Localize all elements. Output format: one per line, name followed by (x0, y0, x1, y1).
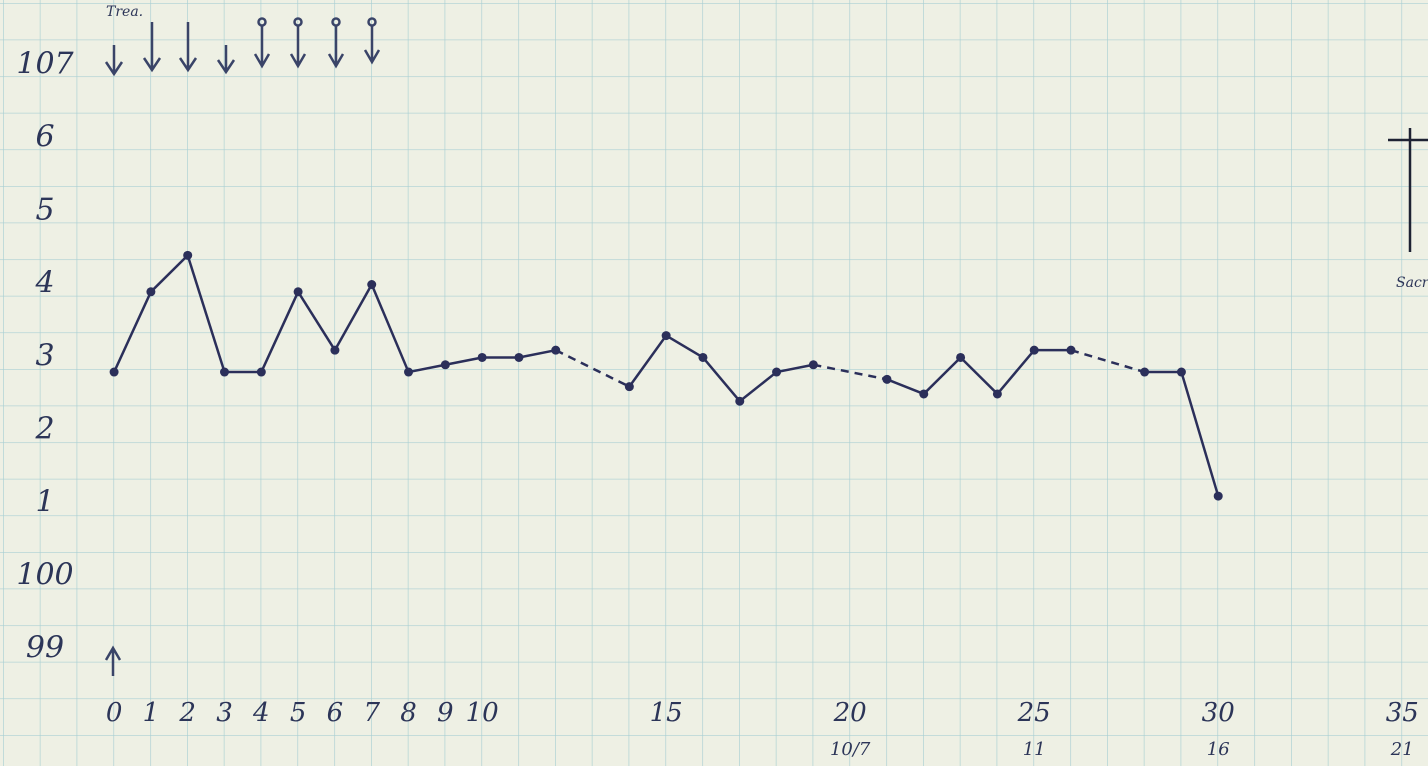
y-tick-label: 100 (16, 557, 73, 592)
data-point (1030, 346, 1039, 355)
x-tick-label: 1 (143, 698, 160, 728)
data-point (919, 389, 928, 398)
x-tick-label: 35 (1386, 698, 1419, 728)
x-tick-label: 9 (437, 698, 454, 728)
data-point (1214, 492, 1223, 501)
data-point (183, 251, 192, 260)
date-label: 10/7 (830, 739, 871, 760)
data-point (367, 280, 376, 289)
x-tick-label: 2 (178, 698, 196, 728)
y-tick-label: 2 (34, 411, 54, 446)
data-point (956, 353, 965, 362)
x-tick-label: 20 (833, 698, 867, 728)
y-tick-label: 6 (35, 120, 54, 155)
y-tick-label: 4 (34, 266, 54, 301)
x-tick-label: 25 (1017, 698, 1051, 728)
y-tick-label: 5 (35, 193, 54, 228)
x-tick-label: 7 (363, 698, 380, 728)
data-point (551, 346, 560, 355)
x-tick-label: 30 (1202, 698, 1235, 728)
data-point (772, 368, 781, 377)
x-tick-label: 10 (466, 698, 499, 728)
data-point (514, 353, 523, 362)
y-tick-label: 1 (35, 484, 54, 519)
y-tick-label: 107 (16, 47, 74, 82)
x-tick-label: 5 (290, 698, 307, 728)
chart: Trea. Sacr 10765432110099012345678910152… (0, 0, 1428, 766)
date-label: 21 (1390, 739, 1414, 760)
date-label: 11 (1023, 739, 1046, 760)
data-point (294, 287, 303, 296)
data-point (735, 397, 744, 406)
x-tick-label: 0 (106, 698, 123, 728)
data-point (993, 389, 1002, 398)
data-point (146, 287, 155, 296)
y-tick-label: 99 (26, 630, 64, 665)
graph-paper (0, 0, 1428, 766)
data-point (809, 360, 818, 369)
data-point (625, 382, 634, 391)
data-point (1140, 368, 1149, 377)
data-point (662, 331, 671, 340)
x-tick-label: 8 (400, 698, 417, 728)
data-point (220, 368, 229, 377)
data-point (441, 360, 450, 369)
data-point (257, 368, 266, 377)
annotation: Trea. (106, 4, 143, 20)
data-point (110, 368, 119, 377)
x-tick-label: 6 (327, 698, 344, 728)
data-point (330, 346, 339, 355)
y-tick-label: 3 (35, 338, 54, 373)
data-point (698, 353, 707, 362)
x-tick-label: 4 (252, 698, 270, 728)
data-point (1177, 368, 1186, 377)
data-point (478, 353, 487, 362)
x-tick-label: 3 (216, 698, 233, 728)
x-tick-label: 15 (650, 698, 683, 728)
annotation: Sacr (1396, 275, 1428, 291)
data-point (882, 375, 891, 384)
date-label: 16 (1207, 739, 1230, 760)
data-point (1067, 346, 1076, 355)
data-point (404, 368, 413, 377)
